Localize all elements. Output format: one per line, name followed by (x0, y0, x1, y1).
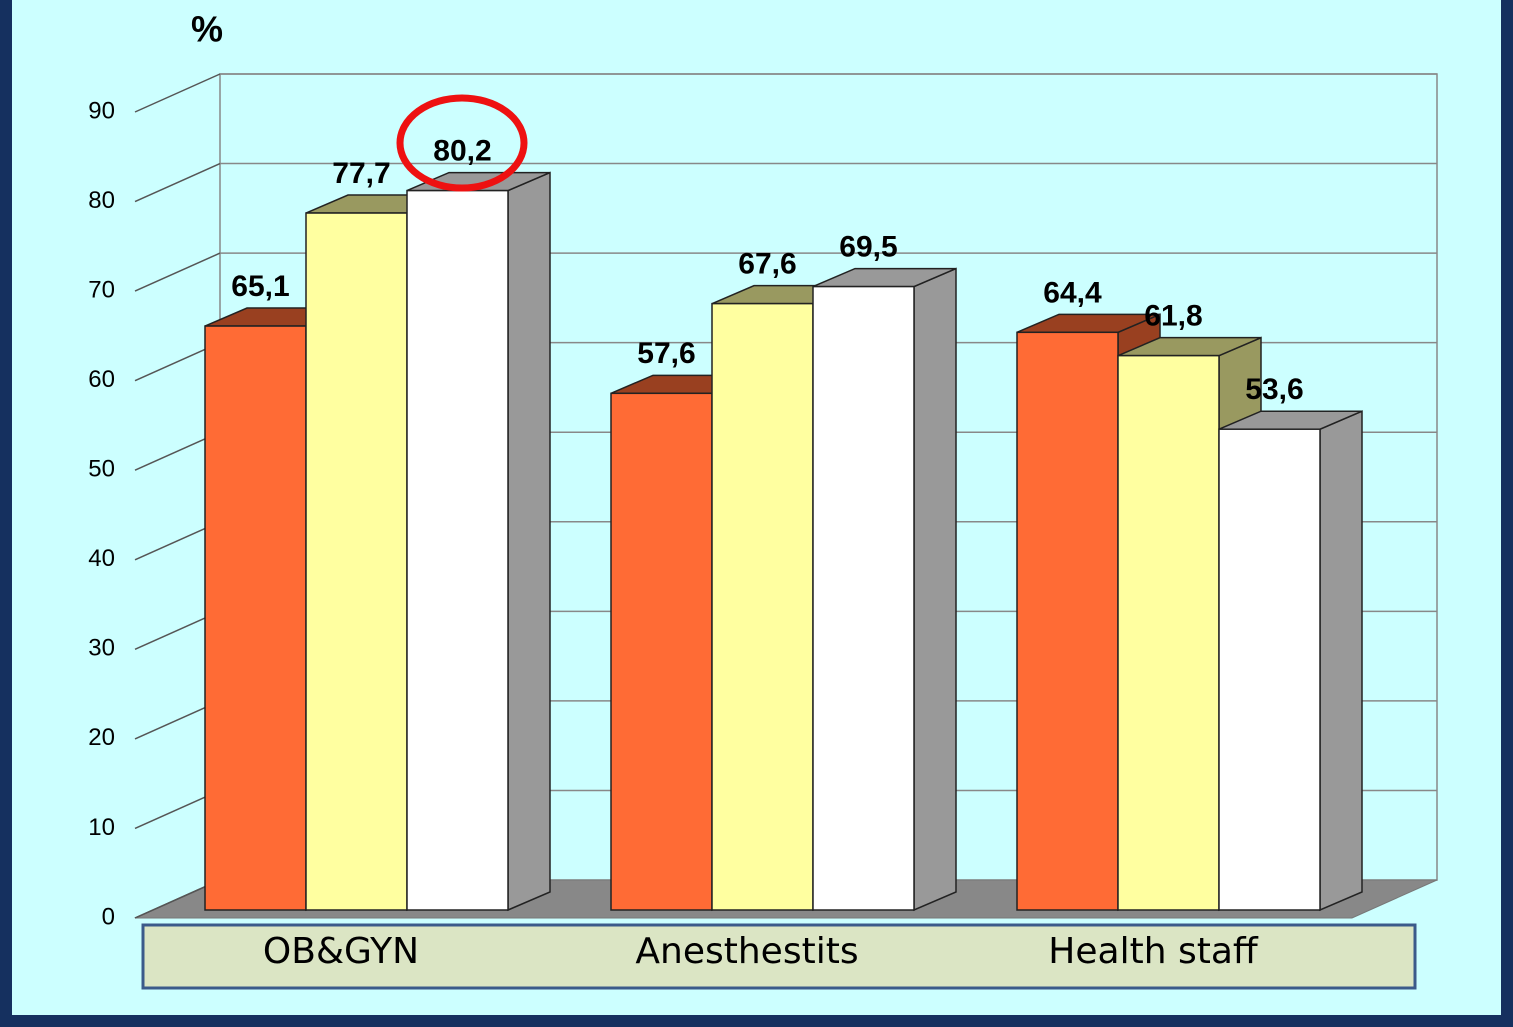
x-tick-label: Health staff (1048, 931, 1259, 972)
bar (610, 392, 713, 911)
bar-side (913, 267, 957, 912)
y-tick-label: 20 (88, 724, 115, 751)
highlight-circle (396, 94, 528, 192)
bar (711, 302, 814, 911)
value-label: 67,6 (738, 248, 796, 281)
bar (812, 285, 915, 911)
y-tick-label: 10 (88, 814, 115, 841)
y-tick-label: 50 (88, 456, 115, 483)
bar (1218, 428, 1321, 911)
value-label: 80,2 (433, 135, 491, 168)
bar (1117, 354, 1220, 911)
grid-line (134, 162, 221, 203)
y-tick-label: 0 (102, 903, 115, 930)
y-tick-label: 90 (88, 97, 115, 124)
value-label: 69,5 (839, 231, 897, 264)
value-label: 61,8 (1144, 300, 1202, 333)
y-tick-label: 70 (88, 276, 115, 303)
bar-side (1319, 410, 1363, 912)
bar (305, 212, 408, 911)
plot-front: OB&GYN 65,1 77,7 80,2 Anesthestits 57,6 67,6 69… (204, 135, 1363, 972)
value-label: 53,6 (1245, 373, 1303, 406)
value-label: 64,4 (1043, 276, 1102, 309)
value-label: 65,1 (231, 270, 289, 303)
value-label: 57,6 (637, 337, 695, 370)
category-box (141, 923, 1417, 990)
x-tick-label: Anesthestits (635, 931, 858, 972)
y-tick-label: 30 (88, 635, 115, 662)
y-tick-label: 80 (88, 187, 115, 214)
grid-line (134, 252, 221, 292)
bar (204, 325, 307, 911)
bar (1016, 331, 1119, 911)
y-tick-label: 40 (88, 545, 115, 572)
value-label: 77,7 (332, 157, 390, 190)
bar (406, 189, 509, 911)
grid-line (134, 73, 221, 113)
y-tick-label: 60 (88, 366, 115, 393)
y-axis-label: % (191, 9, 223, 50)
bar-side (507, 171, 551, 912)
x-tick-label: OB&GYN (263, 931, 419, 972)
